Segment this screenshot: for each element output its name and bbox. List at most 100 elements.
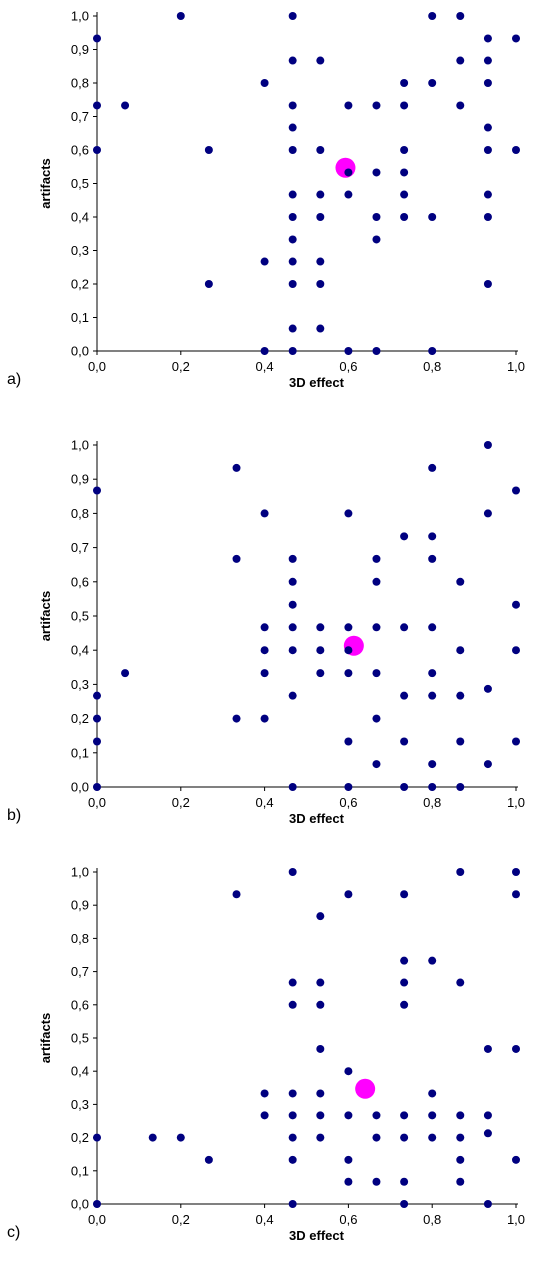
data-point: [456, 1155, 465, 1164]
data-point: [316, 912, 325, 921]
data-point: [456, 868, 465, 876]
data-point: [428, 213, 437, 221]
data-point: [93, 714, 101, 723]
data-point: [512, 600, 520, 609]
panel-label: c): [7, 1224, 20, 1241]
y-tick-label: 0,5: [71, 176, 89, 191]
y-tick-label: 0,1: [71, 310, 89, 325]
data-point: [344, 783, 353, 791]
x-tick-label: 0,6: [339, 795, 357, 810]
data-point: [428, 1111, 437, 1120]
data-point: [148, 1133, 157, 1142]
data-point: [316, 190, 325, 199]
y-tick-label: 0,7: [71, 540, 89, 555]
data-point: [288, 324, 297, 333]
data-point: [260, 79, 269, 87]
data-point: [316, 257, 325, 266]
data-point: [316, 646, 325, 655]
data-point: [344, 101, 353, 110]
y-tick-label: 0,2: [71, 711, 89, 726]
x-tick-label: 0,2: [172, 1212, 190, 1227]
data-point: [288, 623, 297, 632]
data-point: [456, 1111, 465, 1120]
data-point: [372, 347, 381, 355]
y-tick-label: 0,9: [71, 898, 89, 913]
y-tick-label: 0,9: [71, 42, 89, 57]
data-point: [93, 783, 101, 791]
data-point: [456, 101, 465, 110]
data-point: [372, 1111, 381, 1120]
data-point: [400, 213, 409, 221]
data-point: [428, 79, 437, 87]
data-point: [512, 486, 520, 495]
y-tick-label: 0,9: [71, 472, 89, 487]
data-point: [316, 56, 325, 65]
y-tick-label: 0,0: [71, 780, 89, 795]
data-point: [372, 1177, 381, 1186]
data-point: [316, 669, 325, 678]
y-tick-label: 0,8: [71, 506, 89, 521]
data-point: [400, 168, 409, 177]
data-point: [288, 1155, 297, 1164]
data-point: [288, 12, 297, 20]
data-point: [512, 890, 520, 899]
data-point: [428, 554, 437, 563]
data-point: [93, 1133, 101, 1142]
data-point: [288, 257, 297, 266]
data-point: [316, 1111, 325, 1120]
data-point: [428, 1089, 437, 1098]
data-point: [400, 1000, 409, 1009]
data-point: [400, 623, 409, 632]
data-point: [93, 146, 101, 154]
data-point: [204, 280, 213, 288]
data-point: [288, 280, 297, 288]
data-point: [372, 554, 381, 563]
data-point: [316, 1044, 325, 1053]
data-point: [316, 213, 325, 221]
data-point: [372, 168, 381, 177]
data-point: [483, 123, 492, 132]
y-tick-label: 0,7: [71, 109, 89, 124]
data-point: [400, 956, 409, 965]
data-point: [260, 1111, 269, 1120]
data-point: [456, 978, 465, 987]
data-point: [456, 646, 465, 655]
data-point: [372, 1133, 381, 1142]
data-point: [400, 890, 409, 899]
data-point: [428, 783, 437, 791]
data-point: [428, 669, 437, 678]
data-point: [260, 714, 269, 723]
data-point: [121, 669, 130, 678]
data-point: [428, 1133, 437, 1142]
data-point: [204, 146, 213, 154]
y-tick-label: 0,4: [71, 1064, 89, 1079]
data-point: [288, 101, 297, 110]
data-point: [456, 737, 465, 746]
data-point: [288, 783, 297, 791]
data-point: [512, 868, 520, 876]
data-point: [483, 1044, 492, 1053]
y-tick-label: 0,4: [71, 210, 89, 225]
x-tick-label: 1,0: [507, 795, 525, 810]
data-point: [483, 56, 492, 65]
data-point: [456, 783, 465, 791]
data-point: [456, 12, 465, 20]
data-point: [232, 463, 241, 472]
data-point: [400, 1111, 409, 1120]
data-point: [260, 669, 269, 678]
data-point: [512, 146, 520, 154]
data-point: [483, 441, 492, 449]
data-point: [428, 532, 437, 541]
data-point: [400, 691, 409, 700]
x-tick-label: 0,4: [256, 1212, 274, 1227]
data-point: [232, 554, 241, 563]
data-point: [316, 324, 325, 333]
data-point: [344, 1067, 353, 1076]
data-point: [344, 890, 353, 899]
x-axis-title: 3D effect: [289, 811, 345, 826]
data-point: [316, 623, 325, 632]
data-point: [232, 714, 241, 723]
y-tick-label: 1,0: [71, 438, 89, 453]
y-tick-label: 0,3: [71, 677, 89, 692]
data-point: [400, 532, 409, 541]
